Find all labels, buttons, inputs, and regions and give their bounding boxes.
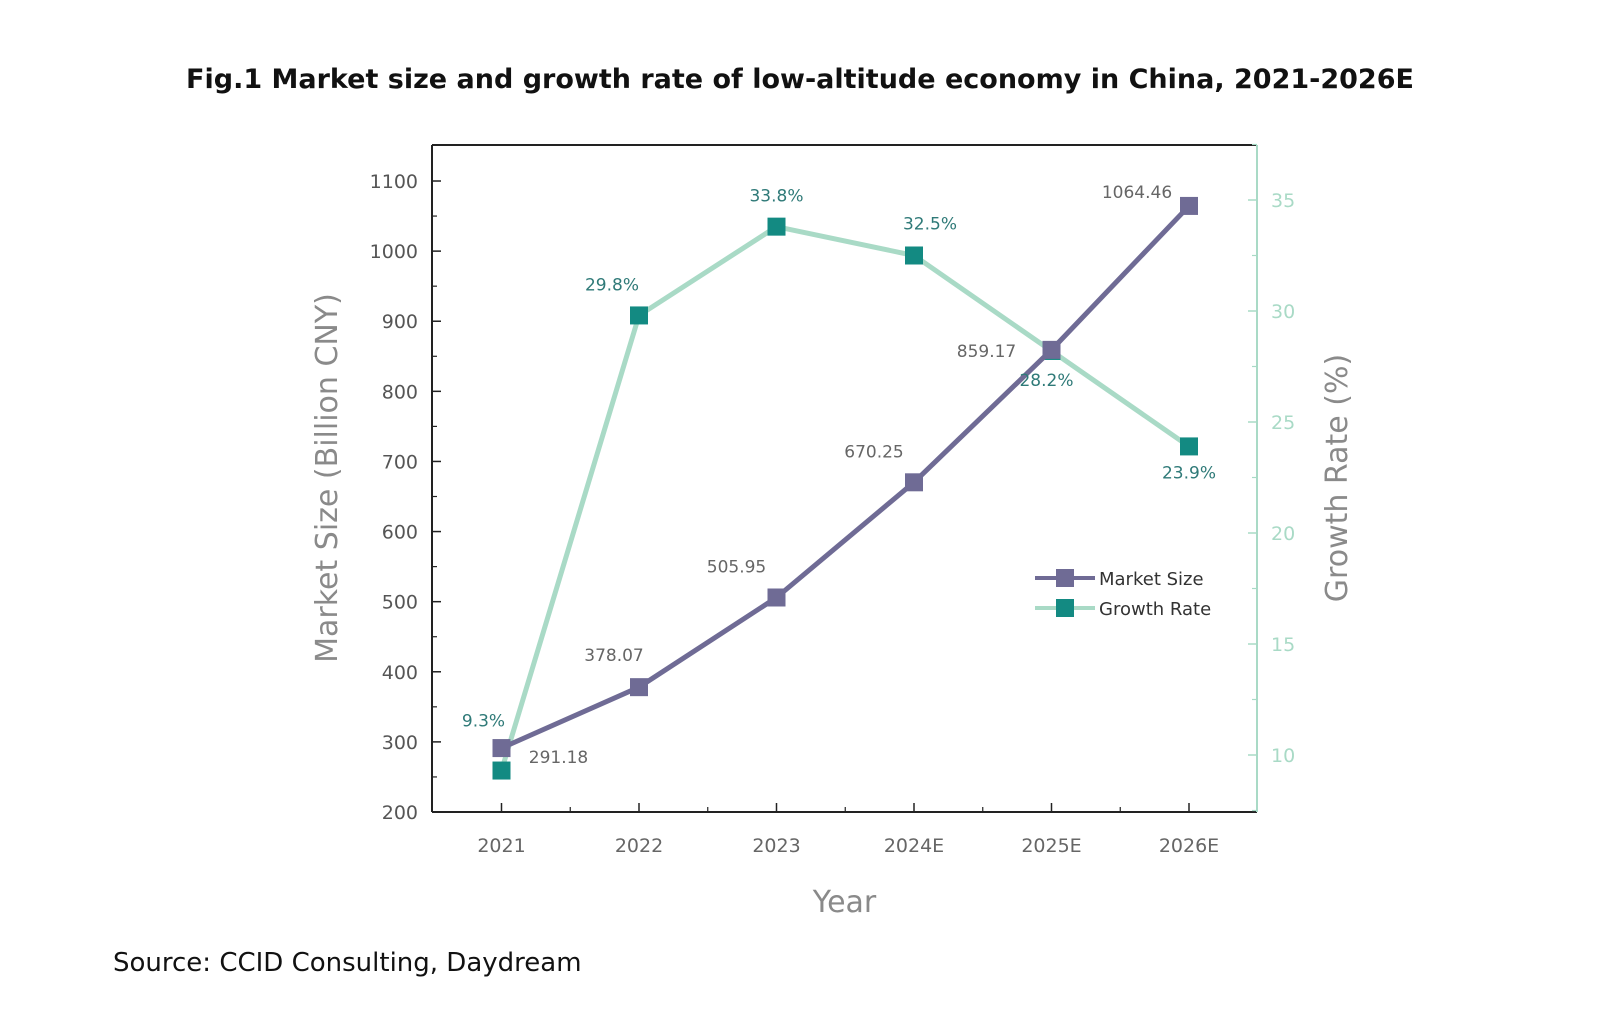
right-tick-label: 25 <box>1271 412 1295 434</box>
growth-rate-label: 28.2% <box>1019 371 1073 391</box>
market-size-label: 1064.46 <box>1102 183 1172 203</box>
plot-frame <box>431 144 1258 813</box>
growth-rate-label: 32.5% <box>903 215 957 235</box>
x-tick-label: 2023 <box>752 835 800 857</box>
right-tick-label: 35 <box>1271 190 1295 212</box>
market-size-label: 505.95 <box>707 557 766 577</box>
left-tick-label: 400 <box>382 662 418 684</box>
source-note: Source: CCID Consulting, Daydream <box>113 948 582 978</box>
right-tick-label: 15 <box>1271 634 1295 656</box>
chart-title: Fig.1 Market size and growth rate of low… <box>186 64 1414 95</box>
right-axis-title: Growth Rate (%) <box>1320 354 1355 602</box>
market-size-point <box>492 739 511 758</box>
growth-rate-point <box>767 217 786 236</box>
left-tick-label: 500 <box>382 592 418 614</box>
market-size-label: 670.25 <box>844 442 903 462</box>
x-axis-title: Year <box>812 885 877 920</box>
growth-rate-line <box>499 224 1191 772</box>
x-tick-label: 2021 <box>477 835 525 857</box>
market-size-label: 859.17 <box>957 342 1016 362</box>
right-tick-label: 20 <box>1271 523 1295 545</box>
legend-market-marker <box>1056 569 1074 587</box>
market-size-point <box>905 473 923 492</box>
right-axis: 10 15 20 25 30 35 <box>1248 143 1295 812</box>
growth-rate-point <box>492 761 511 780</box>
left-tick-label: 1000 <box>370 241 418 263</box>
x-tick-label: 2026E <box>1159 835 1219 857</box>
series-growth-rate <box>492 217 1198 780</box>
growth-rate-label: 33.8% <box>749 187 803 207</box>
right-tick-label: 10 <box>1271 745 1295 767</box>
left-tick-label: 800 <box>382 381 418 403</box>
left-tick-label: 1100 <box>370 171 418 193</box>
growth-rate-label: 9.3% <box>462 712 505 732</box>
growth-rate-point <box>1180 437 1198 456</box>
x-tick-label: 2024E <box>884 835 944 857</box>
legend: Market Size Growth Rate <box>1035 569 1211 620</box>
market-size-point <box>1042 340 1061 359</box>
x-tick-label: 2022 <box>615 835 663 857</box>
market-size-point <box>630 678 648 697</box>
growth-rate-label: 29.8% <box>585 275 639 295</box>
left-tick-label: 700 <box>382 451 418 473</box>
data-labels: 291.18 378.07 505.95 670.25 859.17 1064.46 9.3… <box>462 183 1216 768</box>
market-size-label: 378.07 <box>584 646 643 666</box>
market-size-label: 291.18 <box>529 748 588 768</box>
legend-growth-marker <box>1056 599 1074 617</box>
legend-growth-label: Growth Rate <box>1099 599 1211 620</box>
left-axis: 200 300 400 500 600 700 800 900 1000 1100 <box>370 171 441 824</box>
legend-market-label: Market Size <box>1099 569 1204 590</box>
x-tick-label: 2025E <box>1021 835 1081 857</box>
market-size-line <box>500 204 1191 751</box>
left-tick-label: 300 <box>382 732 418 754</box>
left-tick-label: 200 <box>382 802 418 824</box>
left-tick-label: 900 <box>382 311 418 333</box>
growth-rate-label: 23.9% <box>1162 463 1216 483</box>
growth-rate-point <box>630 306 648 325</box>
right-tick-label: 30 <box>1271 301 1295 323</box>
market-size-point <box>767 588 786 607</box>
x-axis: 2021 2022 2023 2024E 2025E 2026E <box>477 803 1219 857</box>
market-size-point <box>1180 196 1198 215</box>
growth-rate-point <box>905 246 923 265</box>
left-tick-label: 600 <box>382 522 418 544</box>
left-axis-title: Market Size (Billion CNY) <box>310 293 345 663</box>
series-market-size <box>492 196 1198 758</box>
